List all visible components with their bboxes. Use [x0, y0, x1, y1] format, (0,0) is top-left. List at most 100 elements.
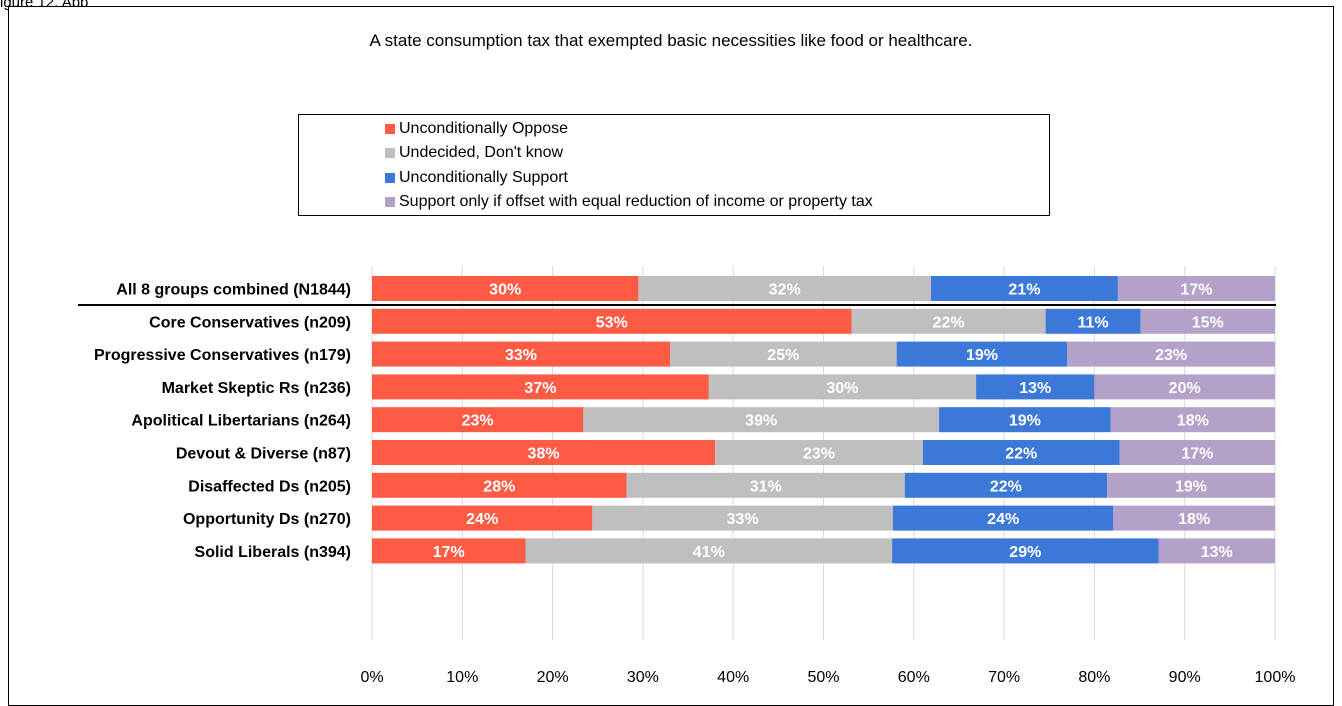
x-tick-label: 90%	[1169, 669, 1201, 686]
x-tick-label: 10%	[446, 669, 478, 686]
data-label: 38%	[528, 446, 560, 463]
data-label: 17%	[1181, 446, 1213, 463]
data-label: 33%	[505, 347, 537, 364]
data-label: 19%	[1009, 413, 1041, 430]
category-label: Solid Liberals (n394)	[195, 544, 351, 561]
bar-segment	[892, 538, 1159, 564]
bar-segment	[1110, 407, 1275, 433]
bar-segment	[372, 538, 526, 564]
bar-segment	[372, 341, 670, 367]
bar-segment	[372, 308, 852, 334]
legend-label-offset: Support only if offset with equal reduct…	[399, 193, 873, 210]
data-label: 23%	[1155, 347, 1187, 364]
bar-segment	[372, 505, 593, 531]
legend-swatch-undecided	[385, 148, 395, 158]
bar-segment	[525, 538, 893, 564]
bar-segment	[930, 276, 1118, 301]
data-label: 28%	[483, 478, 515, 495]
bar-segment	[939, 407, 1111, 433]
bar-segment	[1045, 308, 1141, 334]
category-label: Market Skeptic Rs (n236)	[162, 380, 351, 397]
bar-segment	[1119, 440, 1275, 465]
data-label: 39%	[745, 413, 777, 430]
category-label: Opportunity Ds (n270)	[183, 511, 351, 528]
bar-segment	[638, 276, 931, 301]
bar-segment	[372, 407, 584, 433]
data-label: 17%	[433, 544, 465, 561]
x-tick-label: 70%	[988, 669, 1020, 686]
data-label: 24%	[466, 511, 498, 528]
x-tick-label: 80%	[1078, 669, 1110, 686]
bar-segment	[372, 276, 639, 301]
data-label: 11%	[1077, 314, 1108, 331]
category-label: Progressive Conservatives (n179)	[94, 347, 351, 364]
data-label: 19%	[1175, 478, 1207, 495]
x-tick-label: 20%	[537, 669, 569, 686]
bar-segment	[851, 308, 1046, 334]
legend-swatch-support	[385, 173, 395, 183]
data-label: 32%	[769, 282, 801, 299]
bar-segment	[1140, 308, 1275, 334]
bar-segment	[715, 440, 923, 465]
bar-segment	[372, 472, 627, 498]
data-label: 41%	[693, 544, 725, 561]
data-label: 31%	[750, 478, 782, 495]
data-label: 13%	[1019, 380, 1051, 397]
data-label: 21%	[1008, 282, 1040, 299]
bar-segment	[708, 374, 977, 400]
data-label: 30%	[826, 380, 858, 397]
legend-item-offset: Support only if offset with equal reduct…	[385, 192, 873, 212]
bar-segment	[583, 407, 940, 433]
data-label: 17%	[1180, 282, 1212, 299]
bar-segment	[669, 341, 897, 367]
data-label: 24%	[987, 511, 1019, 528]
category-label: Disaffected Ds (n205)	[188, 478, 351, 495]
bar-segment	[922, 440, 1120, 465]
data-label: 23%	[803, 446, 835, 463]
bar-segment	[1113, 505, 1275, 531]
bar-segment	[372, 374, 709, 400]
data-label: 20%	[1169, 380, 1201, 397]
bar-segment	[592, 505, 894, 531]
bar-segment	[1094, 374, 1275, 400]
bar-segment	[896, 341, 1068, 367]
data-label: 29%	[1009, 544, 1041, 561]
x-tick-label: 40%	[717, 669, 749, 686]
legend-item-support: Unconditionally Support	[385, 168, 568, 188]
legend-item-oppose: Unconditionally Oppose	[385, 119, 568, 139]
bar-segment	[372, 440, 716, 465]
data-label: 22%	[1005, 446, 1037, 463]
data-label: 18%	[1178, 511, 1210, 528]
data-label: 22%	[990, 478, 1022, 495]
legend-label-oppose: Unconditionally Oppose	[399, 120, 568, 137]
data-label: 13%	[1201, 544, 1233, 561]
legend-swatch-offset	[385, 197, 395, 207]
data-label: 19%	[966, 347, 998, 364]
bar-segment	[626, 472, 905, 498]
x-tick-label: 60%	[898, 669, 930, 686]
bar-segment	[1067, 341, 1275, 367]
data-label: 37%	[524, 380, 556, 397]
bar-segment	[1107, 472, 1275, 498]
data-label: 18%	[1177, 413, 1209, 430]
x-tick-label: 30%	[627, 669, 659, 686]
legend-label-support: Unconditionally Support	[399, 169, 568, 186]
legend-swatch-oppose	[385, 124, 395, 134]
bar-segment	[904, 472, 1108, 498]
bar-segment	[1117, 276, 1275, 301]
category-label: Core Conservatives (n209)	[149, 314, 351, 331]
data-label: 22%	[933, 314, 965, 331]
data-label: 30%	[489, 282, 521, 299]
legend-label-undecided: Undecided, Don't know	[399, 144, 564, 161]
data-label: 53%	[596, 314, 628, 331]
category-label: Apolitical Libertarians (n264)	[131, 413, 351, 430]
data-label: 23%	[462, 413, 494, 430]
data-label: 25%	[767, 347, 799, 364]
bar-segment	[893, 505, 1114, 531]
category-label: All 8 groups combined (N1844)	[116, 282, 351, 299]
x-tick-label: 100%	[1255, 669, 1296, 686]
data-label: 15%	[1192, 314, 1224, 331]
data-label: 33%	[727, 511, 759, 528]
legend: Unconditionally Oppose Undecided, Don't …	[298, 114, 1050, 216]
